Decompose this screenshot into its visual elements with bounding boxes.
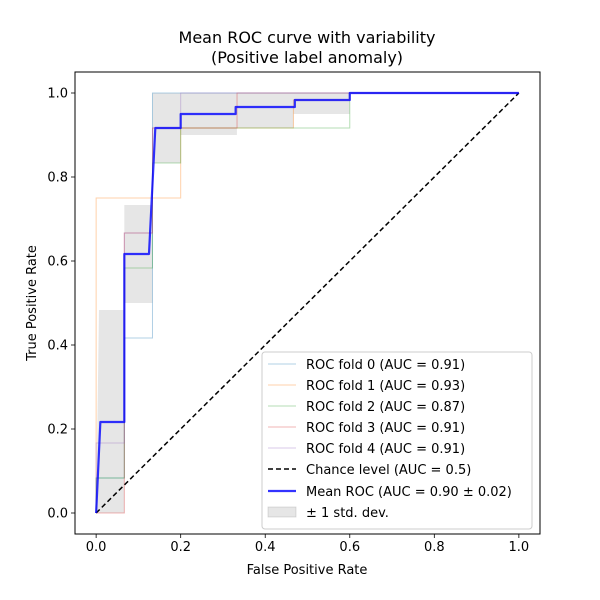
roc-fold-0-line bbox=[95, 92, 519, 513]
mean-roc-line bbox=[95, 91, 519, 514]
y-tick-label-4: 0.8 bbox=[47, 171, 68, 186]
legend-label-std: ± 1 std. dev. bbox=[306, 506, 389, 521]
legend-swatch-std bbox=[267, 506, 297, 518]
y-tick-label-3: 0.6 bbox=[47, 255, 68, 270]
y-tick-label-0: 0.0 bbox=[47, 507, 68, 522]
y-tick-label-2: 0.4 bbox=[47, 339, 68, 354]
x-tick-label-2: 0.4 bbox=[255, 540, 276, 555]
x-axis-title: False Positive Rate bbox=[247, 563, 368, 578]
x-tick-label-3: 0.6 bbox=[339, 540, 360, 555]
legend-label-fold-4: ROC fold 4 (AUC = 0.91) bbox=[306, 442, 465, 457]
legend-label-chance: Chance level (AUC = 0.5) bbox=[306, 463, 471, 478]
y-tick-label-5: 1.0 bbox=[47, 87, 68, 102]
x-tick-label-0: 0.0 bbox=[86, 540, 107, 555]
legend-label-fold-3: ROC fold 3 (AUC = 0.91) bbox=[306, 421, 465, 436]
legend-label-mean: Mean ROC (AUC = 0.90 ± 0.02) bbox=[306, 485, 512, 500]
axis-ticks: 0.0 0.2 0.4 0.6 0.8 1.0 0.0 0.2 0.4 0.6 0.8 1.0 bbox=[47, 87, 529, 556]
legend: ROC fold 0 (AUC = 0.91) ROC fold 1 (AUC … bbox=[261, 351, 533, 530]
x-tick-label-5: 1.0 bbox=[509, 540, 530, 555]
legend-label-fold-0: ROC fold 0 (AUC = 0.91) bbox=[306, 358, 465, 373]
x-tick-label-4: 0.8 bbox=[424, 540, 445, 555]
chart-title-line2: (Positive label anomaly) bbox=[211, 48, 403, 67]
roc-fold-4-line bbox=[95, 92, 519, 513]
legend-label-fold-2: ROC fold 2 (AUC = 0.87) bbox=[306, 400, 465, 415]
plot-area bbox=[95, 91, 520, 514]
legend-box bbox=[261, 351, 533, 530]
x-tick-label-1: 0.2 bbox=[170, 540, 191, 555]
y-tick-label-1: 0.2 bbox=[47, 423, 68, 438]
y-axis-title: True Positive Rate bbox=[25, 245, 40, 362]
legend-label-fold-1: ROC fold 1 (AUC = 0.93) bbox=[306, 379, 465, 394]
chance-level-line bbox=[95, 92, 520, 514]
chart-title-line1: Mean ROC curve with variability bbox=[179, 28, 436, 47]
plot-frame bbox=[74, 71, 541, 535]
